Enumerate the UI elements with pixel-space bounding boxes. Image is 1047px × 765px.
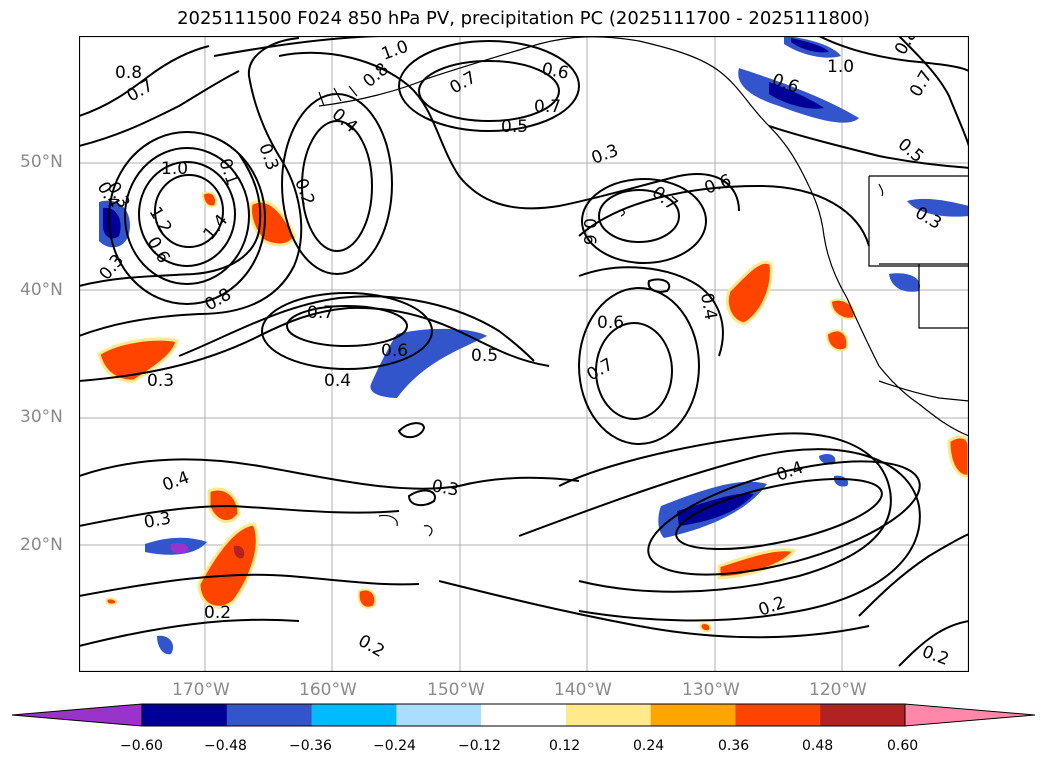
lat-label-50n: 50°N (20, 152, 63, 172)
map-panel[interactable]: 0.8 0.7 1.0 0.8 0.4 0.7 0.6 0.7 0.5 0.6 … (79, 36, 969, 672)
contour-label: 0.3 (147, 371, 174, 391)
lat-label-40n: 40°N (20, 280, 63, 300)
colorbar-segment (481, 704, 567, 726)
contour-label: 0.1 (214, 156, 242, 188)
colorbar-segment (396, 704, 482, 726)
colorbar-tick: −0.36 (289, 738, 332, 754)
colorbar-border (141, 703, 906, 727)
contour-label: 0.4 (324, 371, 351, 391)
contour-label: 1.4 (200, 211, 233, 245)
contour-label: 0.7 (307, 303, 334, 323)
contour-label: 0.6 (381, 341, 408, 361)
colorbar-segment (735, 704, 821, 726)
lon-label-140w: 140°W (554, 680, 612, 700)
contour-label: 1.0 (379, 37, 411, 65)
colorbar-segment (311, 704, 397, 726)
contour-label: 0.3 (430, 476, 460, 500)
contour-label: 0.3 (254, 141, 282, 173)
contour-label: 0.2 (204, 603, 231, 623)
contour-label: 0.7 (584, 354, 617, 385)
colorbar-segments (11, 703, 1036, 727)
contour-label: 0.2 (919, 642, 951, 670)
colorbar-tick: −0.48 (204, 738, 247, 754)
precip-blue-areas (99, 36, 969, 655)
colorbar-tick: −0.24 (373, 738, 416, 754)
contour-label: 0.7 (534, 97, 561, 117)
contour-label: 0.3 (142, 509, 172, 533)
colorbar-tick: 0.60 (887, 738, 919, 754)
contour-label: 1.0 (827, 57, 854, 77)
contour-label: 0.8 (359, 59, 393, 92)
colorbar-segment (142, 704, 228, 726)
colorbar-tick: 0.24 (633, 738, 665, 754)
contour-label: 1.0 (161, 159, 188, 179)
contour-label: 0.8 (115, 63, 142, 83)
colorbar-segment (226, 704, 313, 726)
contour-label: 1.2 (145, 204, 176, 237)
contour-label: 0.3 (589, 141, 621, 169)
lon-label-160w: 160°W (299, 680, 357, 700)
colorbar-extend-high (904, 703, 1036, 727)
colorbar-segment (820, 704, 906, 726)
map-title: 2025111500 F024 850 hPa PV, precipitatio… (177, 8, 870, 29)
contour-label: 0.4 (160, 468, 192, 496)
lat-label-30n: 30°N (20, 407, 63, 427)
lat-label-20n: 20°N (20, 535, 63, 555)
map-border (79, 36, 969, 672)
precip-orange-areas (97, 191, 969, 633)
contour-label: 0.2 (290, 176, 318, 208)
colorbar-tick: −0.12 (458, 738, 501, 754)
lon-label-170w: 170°W (172, 680, 230, 700)
contour-label: 0.6 (540, 59, 570, 83)
pv-contours (79, 36, 969, 667)
contour-label: 0.6 (579, 218, 599, 245)
colorbar-tick: 0.48 (802, 738, 834, 754)
colorbar-segment (650, 704, 736, 726)
colorbar-tick: 0.12 (549, 738, 581, 754)
contour-label: 0.7 (447, 67, 480, 98)
contour-label: 0.5 (471, 346, 498, 366)
colorbar (11, 703, 1036, 727)
contour-label: 0.5 (501, 117, 528, 137)
colorbar-extend-low (11, 703, 143, 727)
contour-label: 0.2 (756, 593, 788, 621)
lon-label-150w: 150°W (427, 680, 485, 700)
colorbar-tick: 0.36 (718, 738, 750, 754)
colorbar-segment (565, 704, 652, 726)
contour-label: 0.7 (648, 183, 682, 216)
contour-label: 0.2 (355, 631, 388, 662)
lon-label-120w: 120°W (809, 680, 867, 700)
lon-label-130w: 130°W (682, 680, 740, 700)
colorbar-tick: −0.60 (120, 738, 163, 754)
contour-label: 0.4 (696, 291, 720, 321)
contour-label: 0.6 (597, 313, 624, 333)
